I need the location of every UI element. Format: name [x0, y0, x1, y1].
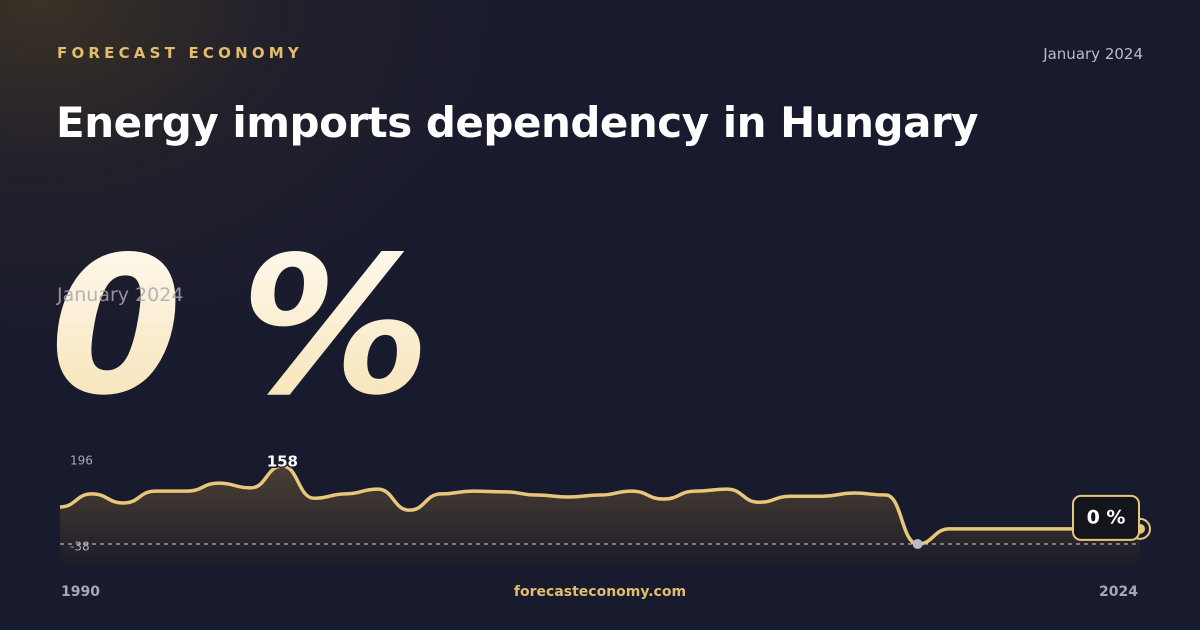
brand: FORECAST ECONOMY	[57, 44, 303, 62]
date: January 2024	[1043, 45, 1143, 63]
x-tick-label: 2024	[1099, 584, 1138, 600]
max-label: 158	[267, 453, 298, 471]
badge	[1072, 494, 1140, 541]
line	[59, 464, 1140, 546]
min-point	[912, 539, 923, 549]
badge-label: 0 %	[1087, 506, 1126, 528]
current-value: 0 %	[50, 216, 431, 437]
y-tick-label: 196	[70, 454, 93, 468]
current-date: January 2024	[57, 284, 184, 306]
chart-title: Energy imports dependency in Hungary	[56, 98, 979, 147]
site: forecasteconomy.com	[514, 584, 686, 600]
y-tick-label: -38	[70, 540, 90, 554]
area	[60, 466, 1140, 565]
x-tick-label: 1990	[61, 584, 100, 600]
